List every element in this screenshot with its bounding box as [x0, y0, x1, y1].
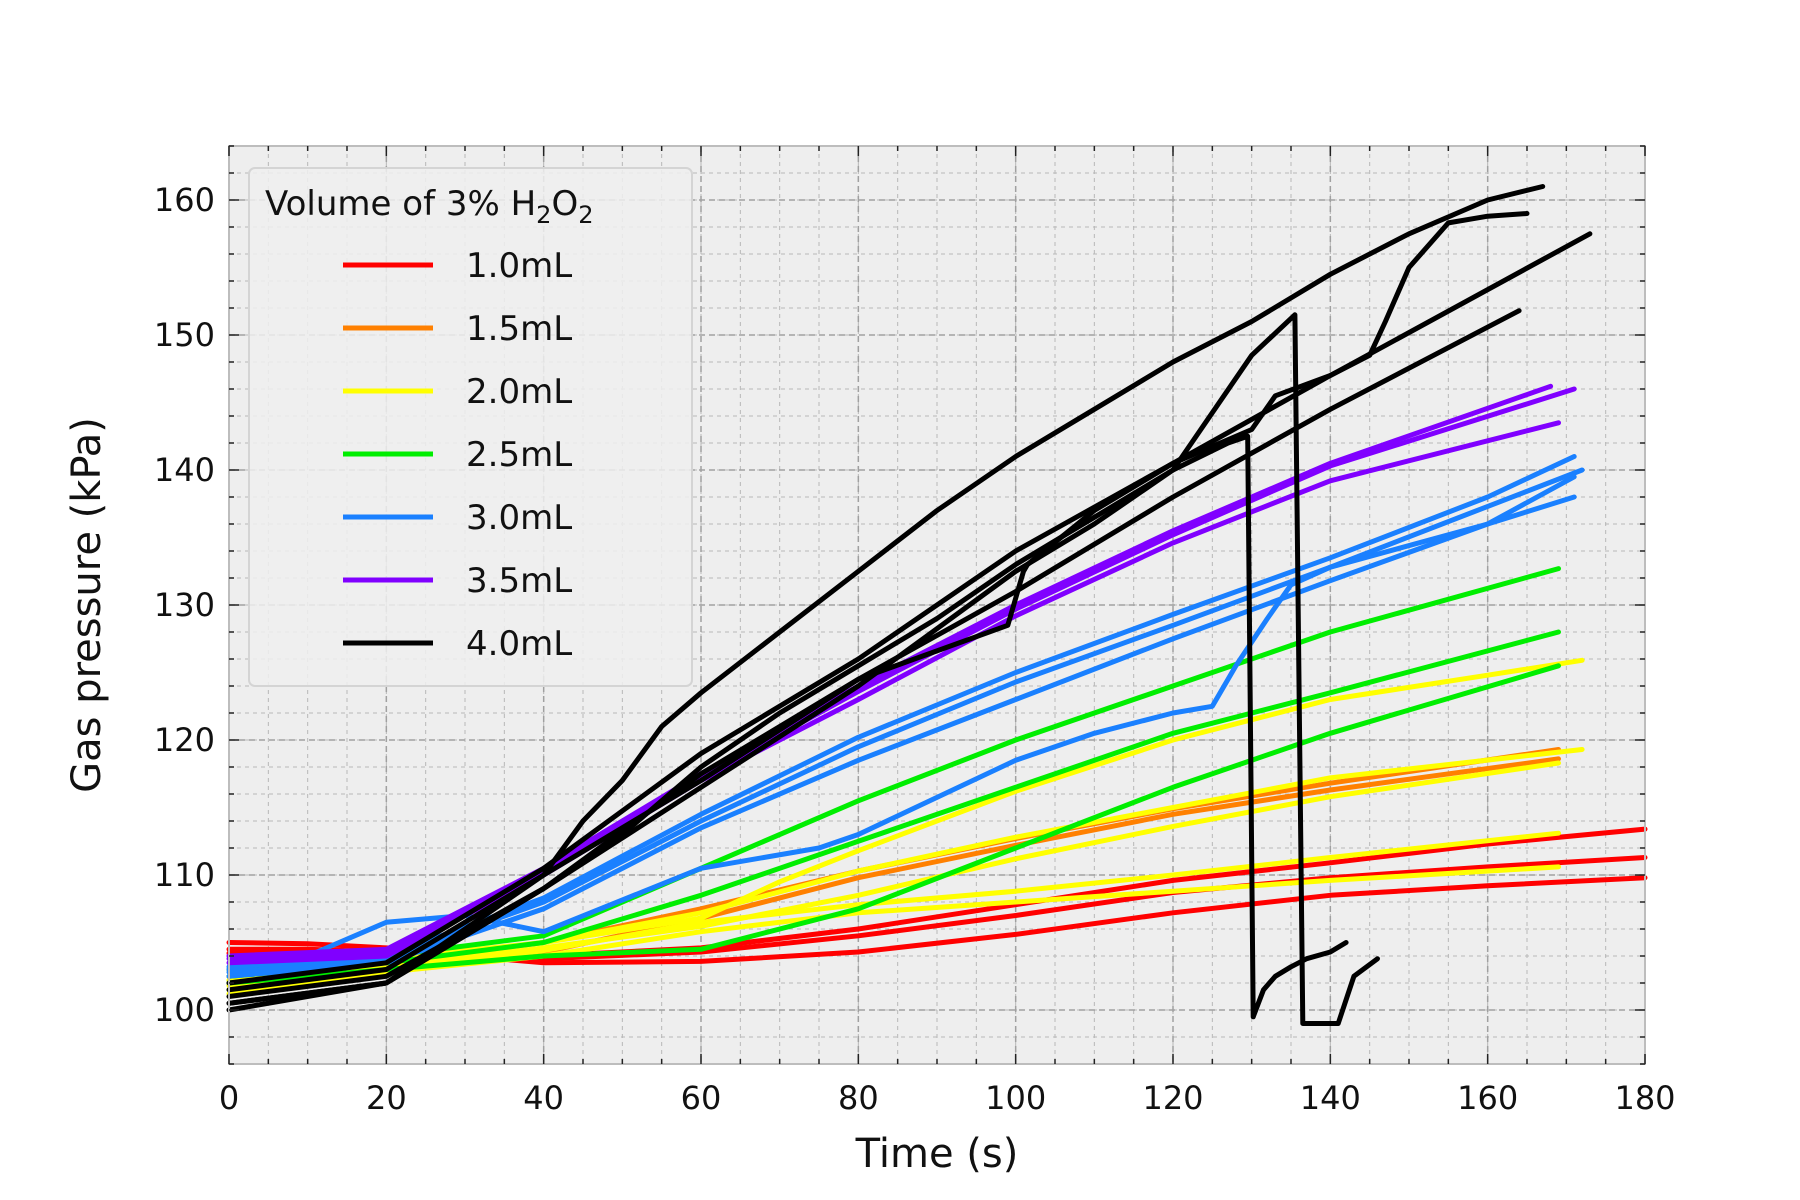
- legend-box: [248, 167, 693, 687]
- x-tick-label: 80: [838, 1079, 879, 1117]
- legend-label: 2.0mL: [466, 372, 572, 412]
- y-tick-label: 160: [154, 181, 215, 219]
- y-tick-label: 100: [154, 991, 215, 1029]
- x-tick-label: 120: [1142, 1079, 1203, 1117]
- x-tick-label: 160: [1457, 1079, 1518, 1117]
- y-axis-label: Gas pressure (kPa): [64, 417, 110, 793]
- series-line-3.5mL: [226, 386, 1577, 962]
- series-line-4.0mL: [226, 231, 1593, 986]
- y-tick-label: 130: [154, 586, 215, 624]
- legend-label: 1.0mL: [466, 246, 572, 286]
- legend-title-prefix: Volume of 3% H: [265, 184, 536, 224]
- y-tick-label: 120: [154, 721, 215, 759]
- x-tick-label: 0: [219, 1079, 239, 1117]
- y-tick-label: 110: [154, 856, 215, 894]
- series-line-4.0mL: [226, 308, 1522, 993]
- series-line-2.0mL: [226, 760, 1561, 989]
- legend-label: 4.0mL: [466, 624, 572, 664]
- y-tick-label: 140: [154, 451, 215, 489]
- legend-label: 2.5mL: [466, 435, 572, 475]
- x-tick-label: 100: [985, 1079, 1046, 1117]
- series-line-4.0mL: [226, 312, 1380, 1026]
- x-tick-label: 40: [523, 1079, 564, 1117]
- legend: Volume of 3% H2O2 1.0mL1.5mL2.0mL2.5mL3.…: [248, 167, 693, 687]
- x-tick-label: 140: [1300, 1079, 1361, 1117]
- y-tick-label: 150: [154, 316, 215, 354]
- legend-entries: 1.0mL 1.5mL 2.0mL 2.5mL 3.0mL 3.5mL 4.0mL: [343, 246, 572, 664]
- data-lines: [226, 184, 1648, 1026]
- x-tick-label: 20: [366, 1079, 407, 1117]
- legend-title-sub2: 2: [578, 201, 593, 229]
- x-tick-label: 60: [681, 1079, 722, 1117]
- axis-ticks: 0 20 40 60 80 100 120 140 160 180 100 110 120 130 140 1…: [154, 145, 1676, 1117]
- series-line-2.5mL: [226, 629, 1561, 979]
- legend-label: 3.0mL: [466, 498, 572, 538]
- series-line-1.0mL: [226, 875, 1648, 966]
- legend-label: 1.5mL: [466, 309, 572, 349]
- legend-title: Volume of 3% H2O2: [265, 184, 593, 229]
- legend-title-mid: O: [551, 184, 578, 224]
- x-tick-label: 180: [1614, 1079, 1675, 1117]
- legend-label: 3.5mL: [466, 561, 572, 601]
- x-axis-label: Time (s): [855, 1131, 1019, 1177]
- legend-title-sub1: 2: [536, 201, 551, 229]
- series-line-2.5mL: [226, 663, 1561, 986]
